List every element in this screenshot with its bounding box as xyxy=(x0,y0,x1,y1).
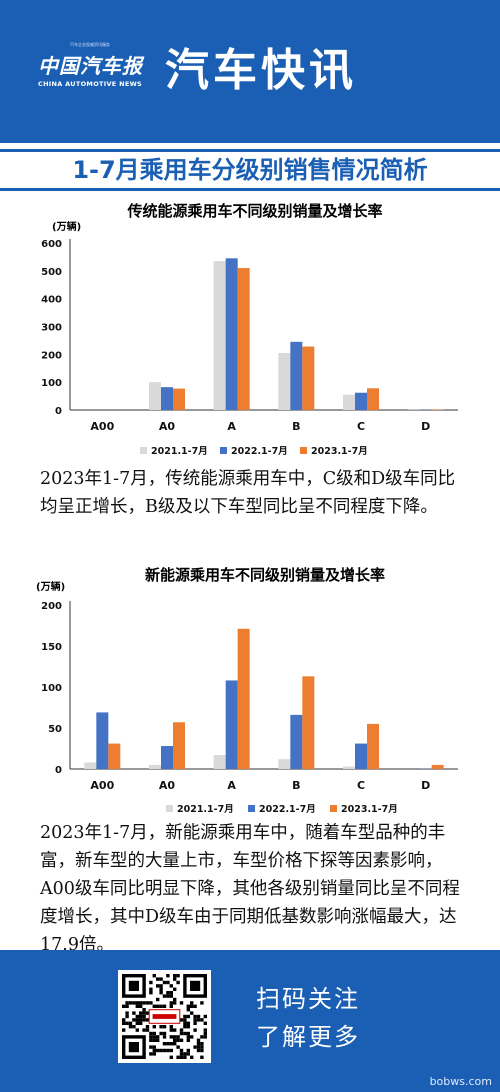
legend-swatch xyxy=(300,447,307,454)
chart-new-energy: 新能源乘用车不同级别销量及增长率 (万辆) 0 50 100 150 200 A00 A0 A… xyxy=(0,560,500,822)
follow-prompt: 扫码关注 了解更多 xyxy=(256,980,360,1056)
chart-new-energy-svg: 新能源乘用车不同级别销量及增长率 (万辆) 0 50 100 150 200 A00 A0 A… xyxy=(36,566,458,815)
y-tick-label: 600 xyxy=(41,239,62,250)
qr-code[interactable] xyxy=(118,970,211,1063)
x-tick-label: A0 xyxy=(159,420,176,433)
x-tick-label: D xyxy=(421,420,430,433)
bar-A-2023.1-7月 xyxy=(237,268,250,410)
y-tick-label: 0 xyxy=(55,765,62,776)
y-tick-label: 200 xyxy=(41,350,62,361)
x-tick-label: A00 xyxy=(90,420,114,433)
x-tick-label: D xyxy=(421,779,430,792)
bar-A-2022.1-7月 xyxy=(225,680,238,769)
y-tick-label: 200 xyxy=(41,601,62,612)
x-tick-label: C xyxy=(357,779,365,792)
bar-A0-2022.1-7月 xyxy=(161,746,173,769)
chart-unit-label: (万辆) xyxy=(52,220,81,233)
paragraph-new-energy: 2023年1-7月，新能源乘用车中，随着车型品种的丰富，新车型的大量上市，车型价… xyxy=(40,823,460,955)
page-title: 汽车快讯 xyxy=(165,45,357,96)
bar-B-2023.1-7月 xyxy=(302,346,315,410)
x-tick-label: B xyxy=(292,779,300,792)
bar-B-2023.1-7月 xyxy=(302,676,315,769)
bar-B-2022.1-7月 xyxy=(290,341,303,410)
chart-title: 新能源乘用车不同级别销量及增长率 xyxy=(145,566,385,584)
x-tick-label: B xyxy=(292,420,300,433)
bar-B-2022.1-7月 xyxy=(290,714,303,769)
watermark: bobws.com xyxy=(429,1075,492,1088)
bar-A00-2022.1-7月 xyxy=(96,712,109,769)
legend-label: 2022.1-7月 xyxy=(231,446,288,457)
subtitle: 1-7月乘用车分级别销售情况简析 xyxy=(72,156,428,184)
footer-banner: 扫码关注 了解更多 bobws.com xyxy=(0,950,500,1092)
y-tick-label: 50 xyxy=(48,724,62,735)
bar-A0-2021.1-7月 xyxy=(149,382,161,410)
bar-B-2021.1-7月 xyxy=(278,352,291,410)
qr-code-icon xyxy=(122,974,207,1059)
legend-swatch xyxy=(330,805,337,812)
legend-label: 2021.1-7月 xyxy=(177,804,234,815)
legend-swatch xyxy=(220,447,227,454)
bar-C-2023.1-7月 xyxy=(367,723,379,769)
legend-swatch xyxy=(140,447,147,454)
bar-A00-2021.1-7月 xyxy=(84,762,97,769)
bar-A0-2021.1-7月 xyxy=(149,764,161,769)
bar-A-2021.1-7月 xyxy=(213,261,226,410)
x-tick-label: A00 xyxy=(90,779,114,792)
y-tick-label: 400 xyxy=(41,295,62,306)
bar-C-2022.1-7月 xyxy=(355,392,367,410)
newspaper-logo: 汽车企业权威资讯服务 中国汽车报 CHINA AUTOMOTIVE NEWS xyxy=(38,42,148,88)
x-tick-label: A xyxy=(227,779,236,792)
x-tick-label: C xyxy=(357,420,365,433)
follow-line-1: 扫码关注 xyxy=(256,985,360,1013)
bar-A-2021.1-7月 xyxy=(213,755,226,769)
logo-english-name: CHINA AUTOMOTIVE NEWS xyxy=(38,80,143,88)
bar-C-2023.1-7月 xyxy=(367,388,379,410)
bar-A0-2022.1-7月 xyxy=(161,387,173,410)
x-tick-label: A0 xyxy=(159,779,176,792)
y-tick-label: 0 xyxy=(55,406,62,417)
chart-traditional-energy: 传统能源乘用车不同级别销量及增长率 (万辆) 0 100 200 300 400 500 6… xyxy=(0,196,500,461)
chart-traditional-energy-svg: 传统能源乘用车不同级别销量及增长率 (万辆) 0 100 200 300 400 500 6… xyxy=(41,202,458,457)
y-tick-label: 150 xyxy=(41,642,62,653)
chart-title: 传统能源乘用车不同级别销量及增长率 xyxy=(126,202,382,220)
paragraph-traditional-energy: 2023年1-7月，传统能源乘用车中，C级和D级车同比均呈正增长，B级及以下车型… xyxy=(40,469,456,517)
bar-A00-2023.1-7月 xyxy=(108,743,121,769)
logo-tagline: 汽车企业权威资讯服务 xyxy=(70,42,110,47)
bar-A-2022.1-7月 xyxy=(225,258,238,410)
bar-A0-2023.1-7月 xyxy=(173,722,185,769)
bar-C-2022.1-7月 xyxy=(355,743,367,769)
chart-unit-label: (万辆) xyxy=(36,580,65,593)
header-banner: 汽车企业权威资讯服务 中国汽车报 CHINA AUTOMOTIVE NEWS 汽… xyxy=(0,0,500,143)
legend-label: 2021.1-7月 xyxy=(151,446,208,457)
y-tick-label: 100 xyxy=(41,378,62,389)
bar-A-2023.1-7月 xyxy=(237,628,250,769)
legend-label: 2023.1-7月 xyxy=(311,446,368,457)
bar-B-2021.1-7月 xyxy=(278,759,291,769)
subtitle-bar: 1-7月乘用车分级别销售情况简析 xyxy=(0,149,500,191)
y-tick-label: 500 xyxy=(41,267,62,278)
logo-chinese-name: 中国汽车报 xyxy=(38,54,143,78)
legend-label: 2022.1-7月 xyxy=(259,804,316,815)
x-tick-label: A xyxy=(227,420,236,433)
bar-D-2023.1-7月 xyxy=(431,764,444,769)
follow-line-2: 了解更多 xyxy=(256,1023,360,1051)
y-tick-label: 300 xyxy=(41,323,62,334)
y-tick-label: 100 xyxy=(41,683,62,694)
bar-C-2021.1-7月 xyxy=(343,766,355,769)
legend-swatch xyxy=(248,805,255,812)
bar-A0-2023.1-7月 xyxy=(173,388,185,410)
legend-label: 2023.1-7月 xyxy=(341,804,398,815)
bar-C-2021.1-7月 xyxy=(343,394,355,410)
legend-swatch xyxy=(166,805,173,812)
